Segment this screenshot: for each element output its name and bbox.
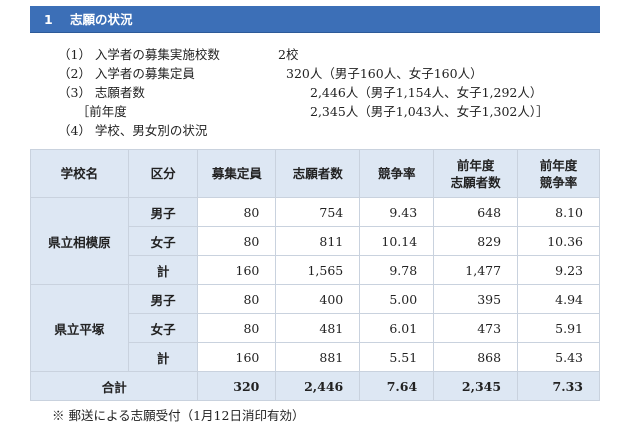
table-row: 計 160 881 5.51 868 5.43 — [31, 342, 600, 372]
section-title: 志願の状況 — [70, 12, 133, 27]
table-row: 県立相模原 男子 80 754 9.43 648 8.10 — [30, 197, 600, 285]
applicants-cell: 481 — [275, 313, 361, 343]
table-header-row: 学校名 区分 募集定員 志願者数 競争率 前年度 志願者数 前年度 競争率 — [30, 149, 600, 198]
summary-label: （1） 入学者の募集実施校数 — [58, 47, 220, 62]
total-capacity: 320 — [197, 371, 277, 401]
summary-value: 2,345人（男子1,043人、女子1,302人）］ — [310, 104, 549, 119]
prev-ratio-cell: 4.94 — [517, 284, 600, 314]
summary-label: （3） 志願者数 — [58, 85, 145, 100]
header-capacity: 募集定員 — [197, 149, 277, 198]
prev-applicants-cell: 868 — [433, 342, 519, 372]
prev-applicants-cell: 648 — [433, 197, 519, 227]
table-row: 県立平塚 男子 80 400 5.00 395 4.94 — [30, 284, 600, 372]
division-cell: 計 — [127, 255, 199, 285]
division-cell: 男子 — [127, 197, 199, 227]
applicants-cell: 1,565 — [275, 255, 361, 285]
total-applicants: 2,446 — [275, 371, 361, 401]
prev-applicants-cell: 1,477 — [433, 255, 519, 285]
capacity-cell: 160 — [197, 255, 277, 285]
division-cell: 計 — [127, 342, 199, 372]
summary-value: 2校 — [278, 47, 299, 62]
header-applicants: 志願者数 — [275, 149, 361, 198]
ratio-cell: 5.51 — [359, 342, 435, 372]
division-cell: 女子 — [127, 226, 199, 256]
capacity-cell: 160 — [197, 342, 277, 372]
capacity-cell: 80 — [197, 197, 277, 227]
school-name: 県立相模原 — [30, 197, 129, 285]
prev-applicants-cell: 473 — [433, 313, 519, 343]
prev-applicants-cell: 829 — [433, 226, 519, 256]
header-division: 区分 — [127, 149, 199, 198]
header-school: 学校名 — [30, 149, 129, 198]
table-row: 計 160 1,565 9.78 1,477 9.23 — [31, 255, 600, 285]
footnote: ※ 郵送による志願受付（1月12日消印有効） — [52, 408, 305, 423]
total-row: 合計 320 2,446 7.64 2,345 7.33 — [29, 371, 600, 401]
division-cell: 男子 — [127, 284, 199, 314]
capacity-cell: 80 — [197, 313, 277, 343]
ratio-cell: 5.00 — [359, 284, 435, 314]
ratio-cell: 6.01 — [359, 313, 435, 343]
ratio-cell: 9.43 — [359, 197, 435, 227]
section-heading: 1 志願の状況 — [30, 6, 600, 33]
table-row: 女子 80 481 6.01 473 5.91 — [31, 313, 600, 343]
prev-applicants-cell: 395 — [433, 284, 519, 314]
applicants-cell: 881 — [275, 342, 361, 372]
total-label: 合計 — [29, 371, 199, 401]
division-cell: 女子 — [127, 313, 199, 343]
prev-ratio-cell: 8.10 — [517, 197, 600, 227]
school-name: 県立平塚 — [30, 284, 129, 372]
prev-ratio-cell: 9.23 — [517, 255, 600, 285]
summary-label: （4） 学校、男女別の状況 — [58, 123, 208, 138]
total-prev-ratio: 7.33 — [517, 371, 600, 401]
summary-label: （2） 入学者の募集定員 — [58, 66, 195, 81]
table-row: 女子 80 811 10.14 829 10.36 — [31, 226, 600, 256]
summary-value: 2,446人（男子1,154人、女子1,292人） — [310, 85, 543, 100]
prev-ratio-cell: 5.43 — [517, 342, 600, 372]
summary-label: ［前年度 — [58, 104, 127, 119]
summary-value: 320人（男子160人、女子160人） — [286, 66, 483, 81]
applicants-cell: 811 — [275, 226, 361, 256]
capacity-cell: 80 — [197, 226, 277, 256]
total-prev-applicants: 2,345 — [433, 371, 519, 401]
section-number: 1 — [44, 12, 53, 27]
status-table: 学校名 区分 募集定員 志願者数 競争率 前年度 志願者数 前年度 競争率 県立… — [29, 149, 600, 401]
ratio-cell: 10.14 — [359, 226, 435, 256]
prev-ratio-cell: 5.91 — [517, 313, 600, 343]
applicants-cell: 754 — [275, 197, 361, 227]
prev-ratio-cell: 10.36 — [517, 226, 600, 256]
header-ratio: 競争率 — [359, 149, 435, 198]
total-ratio: 7.64 — [359, 371, 435, 401]
header-prev-ratio: 前年度 競争率 — [517, 149, 600, 198]
header-prev-applicants: 前年度 志願者数 — [433, 149, 519, 198]
ratio-cell: 9.78 — [359, 255, 435, 285]
capacity-cell: 80 — [197, 284, 277, 314]
applicants-cell: 400 — [275, 284, 361, 314]
